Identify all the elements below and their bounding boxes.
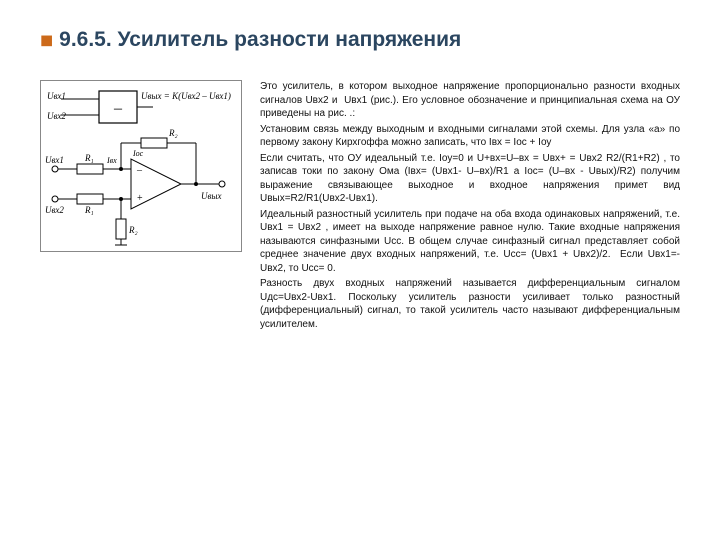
svg-text:+: +: [137, 193, 143, 204]
text-column: Это усилитель, в котором выходное напряж…: [260, 80, 680, 333]
paragraph-1: Это усилитель, в котором выходное напряж…: [260, 80, 680, 121]
svg-text:Uвх1: Uвх1: [45, 155, 64, 165]
paragraph-5: Разность двух входных напряжений называе…: [260, 277, 680, 331]
svg-text:Uвх1: Uвх1: [47, 91, 66, 101]
svg-text:Iвх: Iвх: [106, 156, 117, 165]
svg-text:–: –: [113, 100, 123, 117]
svg-text:–: –: [136, 165, 143, 176]
page-title: ■ 9.6.5. Усилитель разности напряжения: [40, 28, 680, 52]
paragraph-3: Если считать, что ОУ идеальный т.е. Iоу=…: [260, 152, 680, 206]
svg-text:R₂: R₂: [168, 128, 178, 138]
paragraph-4: Идеальный разностный усилитель при подач…: [260, 208, 680, 276]
circuit-diagram: – Uвх1 Uвх2 Uвых = K(Uвх2 – Uвх1) Uвх1 U…: [40, 80, 242, 252]
svg-text:R₁: R₁: [84, 205, 94, 215]
svg-text:Uвых: Uвых: [201, 191, 222, 201]
svg-text:Uвх2: Uвх2: [45, 205, 64, 215]
content-row: – Uвх1 Uвх2 Uвых = K(Uвх2 – Uвх1) Uвх1 U…: [40, 80, 680, 333]
svg-text:Uвых = K(Uвх2 – Uвх1): Uвых = K(Uвх2 – Uвх1): [141, 91, 231, 101]
svg-text:R₁: R₁: [84, 153, 94, 163]
figure-column: – Uвх1 Uвх2 Uвых = K(Uвх2 – Uвх1) Uвх1 U…: [40, 80, 242, 252]
title-text: 9.6.5. Усилитель разности напряжения: [59, 28, 461, 51]
bullet-icon: ■: [40, 27, 53, 52]
svg-text:Uвх2: Uвх2: [47, 111, 66, 121]
svg-text:Iос: Iос: [132, 149, 144, 158]
paragraph-2: Установим связь между выходным и входным…: [260, 123, 680, 150]
svg-text:R₂: R₂: [128, 225, 138, 235]
